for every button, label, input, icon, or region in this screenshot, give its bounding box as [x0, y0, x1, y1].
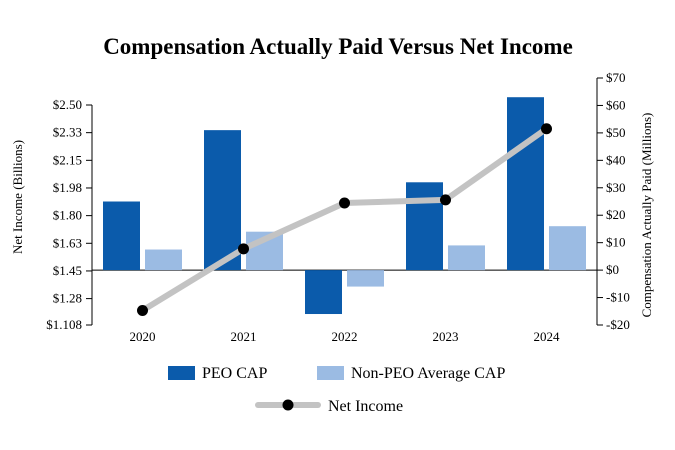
- legend-label-net-income: Net Income: [328, 398, 403, 415]
- left-axis: $2.50 $2.33 $2.15 $1.98 $1.80 $1.63 $1.45 $1.28…: [46, 97, 93, 332]
- net-income-point-2023: [440, 194, 451, 206]
- x-axis-ticks: 2020 2021 2022 2023 2024: [130, 329, 561, 344]
- right-tick-label: -$10: [606, 290, 630, 305]
- bar-series: [103, 97, 586, 315]
- x-tick-label: 2020: [130, 329, 156, 344]
- left-tick-label: $1.80: [53, 208, 82, 223]
- net-income-series: [137, 123, 552, 316]
- legend-marker-net-income: [282, 399, 294, 411]
- left-axis-label: Net Income (Billions): [10, 140, 25, 254]
- bar-non-peo-average-cap-2020: [145, 249, 182, 271]
- bar-peo-cap-2021: [204, 130, 241, 271]
- net-income-line: [139, 125, 550, 314]
- left-tick-label: $2.50: [53, 97, 82, 112]
- bar-non-peo-average-cap-2023: [448, 245, 485, 271]
- right-tick-label: $30: [606, 180, 626, 195]
- right-tick-label: $40: [606, 152, 626, 167]
- legend: PEO CAP Non-PEO Average CAP Net Income: [168, 365, 505, 415]
- x-tick-label: 2023: [433, 329, 459, 344]
- legend-swatch-non-peo-average-cap: [317, 366, 344, 380]
- net-income-point-2020: [137, 304, 148, 316]
- bar-non-peo-average-cap-2024: [549, 226, 586, 271]
- left-tick-label: $2.15: [53, 152, 82, 167]
- bar-peo-cap-2024: [507, 97, 544, 271]
- right-tick-label: $20: [606, 207, 626, 222]
- x-tick-label: 2021: [231, 329, 257, 344]
- right-tick-label: -$20: [606, 317, 630, 332]
- net-income-point-2021: [238, 243, 249, 255]
- right-tick-label: $50: [606, 125, 626, 140]
- legend-label-non-peo-average-cap: Non-PEO Average CAP: [351, 365, 505, 382]
- net-income-point-2022: [339, 197, 350, 209]
- left-tick-label: $1.108: [46, 317, 82, 332]
- left-tick-label: $2.33: [53, 125, 82, 140]
- left-tick-label: $1.63: [53, 235, 82, 250]
- legend-swatch-peo-cap: [168, 366, 195, 380]
- left-tick-label: $1.45: [53, 263, 82, 278]
- right-tick-label: $60: [606, 97, 626, 112]
- left-tick-label: $1.98: [53, 180, 82, 195]
- left-tick-label: $1.28: [53, 291, 82, 306]
- bar-non-peo-average-cap-2022: [347, 270, 384, 287]
- right-tick-label: $10: [606, 235, 626, 250]
- right-tick-label: $0: [606, 262, 619, 277]
- right-axis-label: Compensation Actually Paid (Millions): [639, 113, 654, 318]
- net-income-point-2024: [541, 123, 552, 135]
- bar-peo-cap-2022: [305, 270, 342, 315]
- right-tick-label: $70: [606, 70, 626, 85]
- right-axis: $70 $60 $50 $40 $30 $20 $10 $0 -$10 -$20: [596, 70, 630, 332]
- chart-title: Compensation Actually Paid Versus Net In…: [103, 34, 573, 59]
- bar-peo-cap-2020: [103, 201, 140, 271]
- bar-peo-cap-2023: [406, 182, 443, 271]
- x-tick-label: 2022: [332, 329, 358, 344]
- x-tick-label: 2024: [534, 329, 561, 344]
- legend-label-peo-cap: PEO CAP: [202, 365, 267, 382]
